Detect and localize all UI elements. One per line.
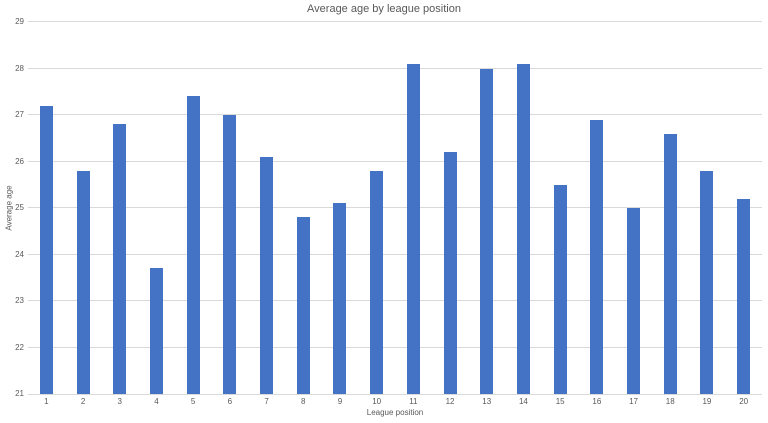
bar-position-14 — [516, 63, 530, 394]
y-tick-label: 22 — [15, 342, 24, 352]
bar-position-2 — [76, 170, 90, 394]
x-tick-label: 15 — [555, 397, 565, 406]
bar-position-16 — [590, 119, 604, 394]
gridline — [28, 114, 762, 115]
x-tick-label: 14 — [518, 397, 528, 406]
bar-position-5 — [186, 96, 200, 394]
bar-position-13 — [480, 68, 494, 394]
gridline — [28, 346, 762, 348]
gridline — [28, 21, 762, 22]
gridline — [28, 300, 762, 301]
bar-position-17 — [627, 208, 641, 394]
x-axis-line — [28, 394, 762, 395]
x-tick-label: 17 — [629, 397, 638, 406]
x-tick-label: 19 — [702, 397, 712, 406]
bar-position-10 — [370, 170, 384, 394]
x-tick-label: 12 — [445, 397, 455, 406]
bar-position-15 — [553, 184, 567, 394]
gridline — [28, 207, 762, 208]
bar-position-4 — [149, 268, 163, 394]
y-tick-label: 21 — [15, 389, 24, 398]
plot-area — [28, 21, 762, 395]
bar-position-9 — [333, 203, 347, 394]
y-tick-label: 29 — [15, 17, 24, 26]
bar-position-1 — [39, 105, 53, 394]
x-tick-label: 13 — [482, 397, 492, 406]
x-tick-label: 18 — [665, 397, 675, 406]
x-tick-label: 8 — [301, 397, 306, 406]
bar-position-8 — [296, 217, 310, 394]
y-tick-label: 27 — [15, 110, 24, 119]
x-tick-label: 6 — [227, 397, 233, 406]
y-tick-label: 24 — [15, 249, 24, 259]
bar-position-6 — [223, 115, 237, 394]
y-tick-label: 28 — [15, 63, 24, 73]
bar-position-12 — [443, 152, 457, 394]
bar-position-20 — [737, 198, 751, 394]
bar-position-3 — [113, 124, 127, 394]
gridline — [28, 67, 762, 69]
y-tick-label: 25 — [15, 203, 24, 212]
chart-title: Average age by league position — [307, 3, 461, 15]
x-tick-label: 3 — [117, 397, 122, 406]
x-tick-label: 20 — [739, 397, 749, 406]
x-tick-label: 9 — [337, 397, 343, 406]
bar-position-18 — [663, 133, 677, 394]
x-tick-label: 16 — [592, 397, 602, 406]
x-tick-label: 1 — [44, 397, 49, 406]
y-axis-title: Average age — [4, 185, 14, 231]
gridline — [28, 160, 762, 162]
bar-position-11 — [406, 63, 420, 394]
bar-position-19 — [700, 170, 714, 394]
x-tick-label: 7 — [264, 397, 269, 406]
x-tick-label: 10 — [372, 397, 382, 406]
y-tick-label: 23 — [15, 296, 24, 305]
y-tick-label: 26 — [15, 156, 24, 166]
gridline — [28, 253, 762, 255]
x-tick-label: 5 — [190, 397, 196, 406]
x-axis-title: League position — [366, 408, 424, 417]
bar-position-7 — [260, 156, 274, 394]
x-tick-label: 4 — [154, 397, 159, 406]
x-tick-label: 2 — [80, 397, 86, 406]
x-tick-label: 11 — [409, 397, 418, 406]
